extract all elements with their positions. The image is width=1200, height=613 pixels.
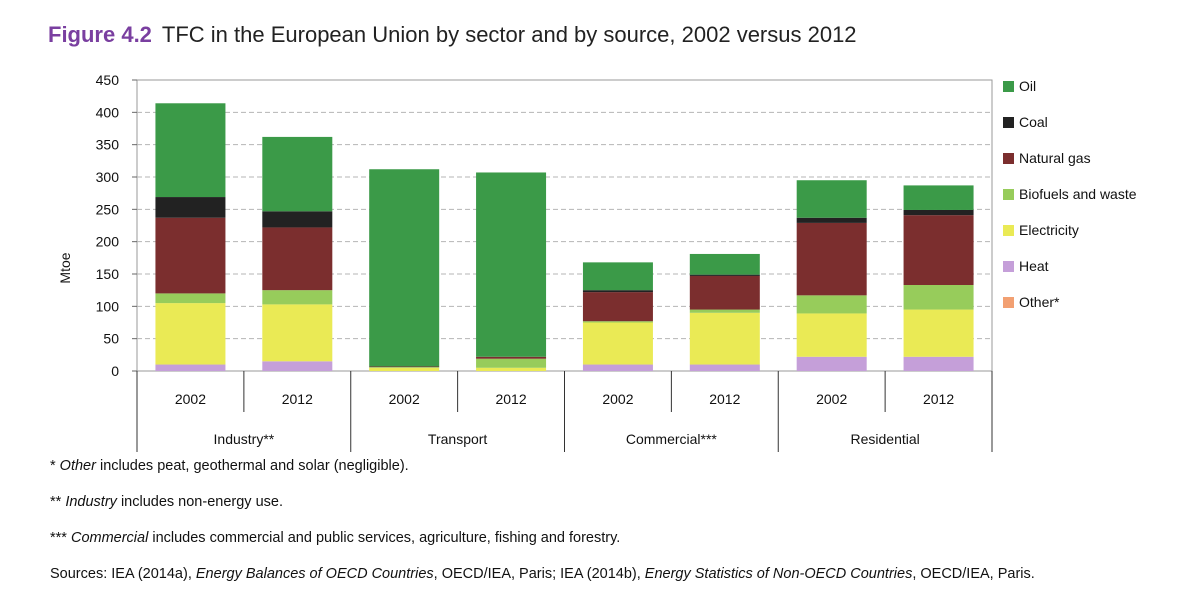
bar-segment-oil bbox=[689, 253, 760, 275]
y-tick-label: 250 bbox=[96, 201, 120, 217]
figure-number: Figure 4.2 bbox=[48, 22, 152, 47]
legend-label: Oil bbox=[1019, 78, 1036, 94]
bar-segment-oil bbox=[369, 169, 440, 367]
legend-label: Heat bbox=[1019, 258, 1049, 274]
bar-segment-biofuels-and-waste bbox=[796, 295, 867, 314]
legend-swatch bbox=[1003, 261, 1014, 272]
bar-segment-coal bbox=[796, 217, 867, 223]
legend-label: Other* bbox=[1019, 294, 1060, 310]
bar-segment-natural-gas bbox=[903, 215, 974, 285]
legend-swatch bbox=[1003, 225, 1014, 236]
bar-segment-heat bbox=[262, 361, 333, 371]
bar-segment-natural-gas bbox=[582, 292, 653, 322]
bar-segment-oil bbox=[155, 103, 226, 198]
y-tick-label: 450 bbox=[96, 72, 120, 88]
bar-segment-biofuels-and-waste bbox=[689, 309, 760, 313]
sources-line: Sources: IEA (2014a), Energy Balances of… bbox=[50, 566, 1035, 582]
bar-segment-biofuels-and-waste bbox=[262, 290, 333, 305]
y-tick-label: 400 bbox=[96, 104, 120, 120]
bar-segment-coal bbox=[582, 290, 653, 293]
bar-segment-natural-gas bbox=[476, 356, 547, 359]
bar-segment-biofuels-and-waste bbox=[903, 284, 974, 310]
bar-segment-natural-gas bbox=[689, 275, 760, 310]
y-tick-label: 350 bbox=[96, 137, 120, 153]
figure-title: Figure 4.2 TFC in the European Union by s… bbox=[48, 22, 857, 48]
legend-label: Electricity bbox=[1019, 222, 1079, 238]
bar-segment-electricity bbox=[476, 367, 547, 371]
bar-segment-electricity bbox=[796, 313, 867, 357]
bar-segment-natural-gas bbox=[262, 227, 333, 291]
x-tick-label: 2002 bbox=[602, 391, 633, 407]
bars bbox=[155, 103, 974, 371]
x-tick-label: 2002 bbox=[816, 391, 847, 407]
group-label: Residential bbox=[850, 431, 919, 447]
legend-label: Biofuels and waste bbox=[1019, 186, 1137, 202]
footnote-industry: ** Industry includes non-energy use. bbox=[50, 494, 283, 510]
x-tick-label: 2012 bbox=[282, 391, 313, 407]
legend: Oil Coal Natural gas Biofuels and waste Elec… bbox=[1003, 78, 1137, 310]
bar-segment-coal bbox=[262, 211, 333, 228]
x-tick-label: 2002 bbox=[175, 391, 206, 407]
footnote-commercial: *** Commercial includes commercial and p… bbox=[50, 530, 621, 546]
bar-segment-natural-gas bbox=[155, 217, 226, 294]
bar-segment-coal bbox=[155, 197, 226, 218]
bar-segment-coal bbox=[903, 209, 974, 216]
y-tick-label: 300 bbox=[96, 169, 120, 185]
legend-swatch bbox=[1003, 117, 1014, 128]
x-axis: 2002 2012 2002 2012 2002 2012 2002 2012 Industry… bbox=[136, 371, 993, 452]
bar-segment-heat bbox=[155, 364, 226, 371]
bar-segment-heat bbox=[689, 364, 760, 371]
legend-swatch bbox=[1003, 153, 1014, 164]
legend-swatch bbox=[1003, 189, 1014, 200]
x-tick-label: 2012 bbox=[495, 391, 526, 407]
bar-segment-heat bbox=[582, 364, 653, 371]
group-label: Industry** bbox=[214, 431, 275, 447]
bar-segment-coal bbox=[689, 274, 760, 276]
bar-segment-electricity bbox=[262, 304, 333, 362]
bar-segment-natural-gas bbox=[369, 366, 440, 368]
y-tick-label: 100 bbox=[96, 298, 120, 314]
bar-segment-electricity bbox=[155, 303, 226, 365]
x-tick-label: 2012 bbox=[709, 391, 740, 407]
group-label: Transport bbox=[428, 431, 488, 447]
bar-segment-oil bbox=[796, 180, 867, 218]
bar-segment-biofuels-and-waste bbox=[582, 321, 653, 323]
y-axis-label: Mtoe bbox=[57, 252, 73, 283]
y-tick-label: 150 bbox=[96, 266, 120, 282]
legend-swatch bbox=[1003, 81, 1014, 92]
bar-segment-electricity bbox=[369, 367, 440, 371]
group-label: Commercial*** bbox=[626, 431, 718, 447]
bar-segment-electricity bbox=[903, 309, 974, 357]
x-tick-label: 2002 bbox=[389, 391, 420, 407]
bar-segment-oil bbox=[582, 262, 653, 291]
x-tick-label: 2012 bbox=[923, 391, 954, 407]
bar-segment-oil bbox=[476, 172, 547, 357]
bar-segment-natural-gas bbox=[796, 222, 867, 296]
legend-label: Coal bbox=[1019, 114, 1048, 130]
y-tick-label: 200 bbox=[96, 234, 120, 250]
bar-segment-heat bbox=[903, 356, 974, 371]
y-tick-label: 0 bbox=[111, 363, 119, 379]
bar-segment-oil bbox=[903, 185, 974, 210]
bar-segment-biofuels-and-waste bbox=[369, 367, 440, 368]
bar-segment-electricity bbox=[689, 312, 760, 365]
legend-label: Natural gas bbox=[1019, 150, 1091, 166]
footnote-other: * Other includes peat, geothermal and so… bbox=[50, 458, 409, 474]
bar-segment-biofuels-and-waste bbox=[155, 293, 226, 304]
bar-segment-biofuels-and-waste bbox=[476, 358, 547, 368]
legend-swatch bbox=[1003, 297, 1014, 308]
y-tick-label: 50 bbox=[103, 331, 119, 347]
figure-caption: TFC in the European Union by sector and … bbox=[161, 22, 857, 47]
bar-segment-heat bbox=[796, 356, 867, 371]
bar-segment-oil bbox=[262, 136, 333, 212]
bar-segment-electricity bbox=[582, 322, 653, 365]
y-axis: 0 50 100 150 200 250 300 350 400 450 bbox=[96, 72, 137, 379]
